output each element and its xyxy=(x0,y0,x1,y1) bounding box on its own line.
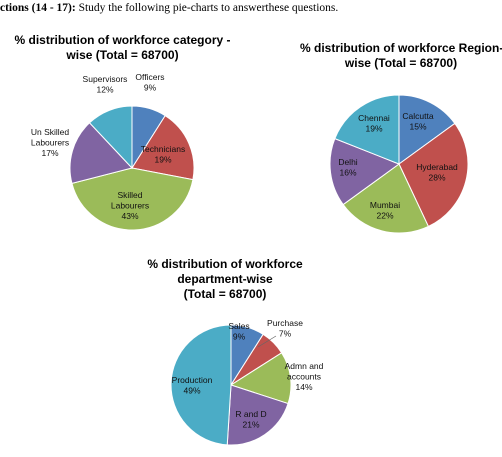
pie-slice-calcutta xyxy=(398,94,456,165)
department-chart-title-line-2: department-wise xyxy=(177,272,273,286)
heading-question-range: ctions (14 - 17): xyxy=(0,2,76,14)
data-label-chennai: Chennai 19% xyxy=(358,113,390,134)
pie-slice-mumbai xyxy=(342,163,430,234)
region-chart-title-line-2: wise (Total = 68700) xyxy=(344,56,458,70)
category-chart-title: % distribution of workforce category - w… xyxy=(10,33,235,63)
data-label-technicians: Technicians 19% xyxy=(141,144,185,165)
pie-slice-production xyxy=(170,324,232,446)
instructions-heading: ctions (14 - 17): Study the following pi… xyxy=(0,0,502,18)
department-chart-title-line-1: % distribution of workforce xyxy=(147,257,303,271)
leader-line-purchase xyxy=(257,335,277,348)
data-label-hyderabad: Hyderabad 28% xyxy=(416,162,458,183)
data-label-purchase: Purchase 7% xyxy=(267,318,303,339)
region-chart-title: % distribution of workforce Region- wise… xyxy=(300,41,502,71)
pie-slice-un-skilled-labourers xyxy=(69,122,133,185)
pie-slice-supervisors xyxy=(88,105,133,170)
data-label-production: Production 49% xyxy=(172,375,213,396)
region-chart-title-line-1: % distribution of workforce Region- xyxy=(300,41,502,55)
category-chart-title-line-1: % distribution of workforce category - xyxy=(14,33,231,47)
data-label-skilled-labourers: Skilled Labourers 43% xyxy=(111,190,149,221)
data-label-un-skilled-labourers: Un Skilled Labourers 17% xyxy=(31,127,70,158)
pie-slice-r-and-d xyxy=(226,384,289,446)
department-chart-title: % distribution of workforce department-w… xyxy=(120,257,330,302)
pie-slice-admn-and-accounts xyxy=(229,352,292,405)
data-label-delhi: Delhi 16% xyxy=(338,157,357,178)
category-chart-title-line-2: wise (Total = 68700) xyxy=(66,48,179,62)
data-label-supervisors: Supervisors 12% xyxy=(83,74,128,95)
heading-instruction-text: Study the following pie-charts to answer… xyxy=(75,2,339,14)
pie-slice-skilled-labourers xyxy=(71,167,194,231)
pie-slice-hyderabad xyxy=(398,122,469,228)
pie-slice-delhi xyxy=(329,137,401,206)
data-label-admn-and-accounts: Admn and accounts 14% xyxy=(285,361,324,392)
pie-slice-chennai xyxy=(334,94,400,165)
data-label-r-and-d: R and D 21% xyxy=(235,409,266,430)
pie-slice-technicians xyxy=(131,114,195,181)
data-label-officers: Officers 9% xyxy=(135,72,164,93)
data-label-sales: Sales 9% xyxy=(228,321,249,342)
department-chart-title-line-3: (Total = 68700) xyxy=(183,287,267,301)
data-label-calcutta: Calcutta 15% xyxy=(402,111,433,132)
data-label-mumbai: Mumbai 22% xyxy=(370,200,400,221)
